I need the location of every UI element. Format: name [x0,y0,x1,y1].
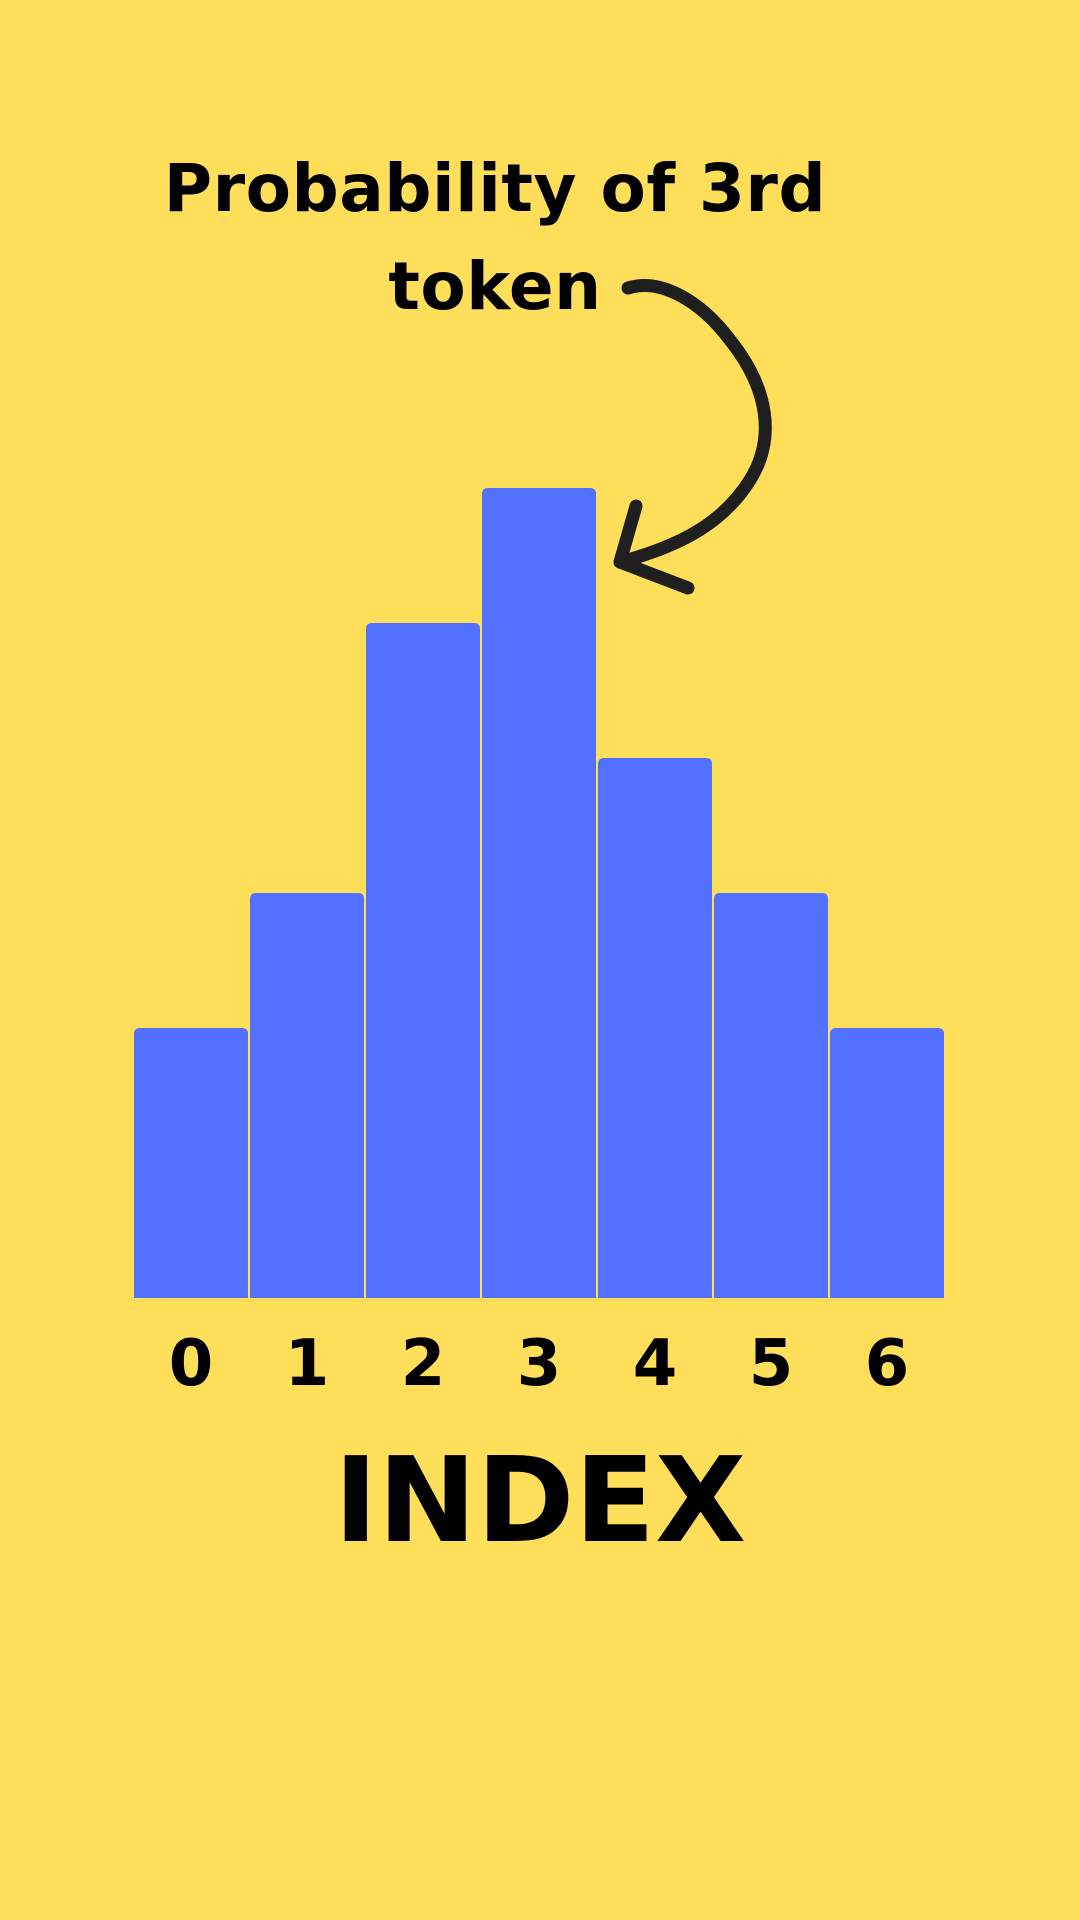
tick-label-1: 1 [285,1327,330,1401]
tick-label-3: 3 [517,1327,562,1401]
tick-label-2: 2 [401,1327,446,1401]
x-axis-label: INDEX [333,1431,747,1569]
tick-label-5: 5 [749,1327,794,1401]
bar-6 [830,1028,944,1298]
bar-3 [482,488,596,1298]
tick-label-0: 0 [169,1327,214,1401]
bar-2 [366,623,480,1298]
bar-0 [134,1028,248,1298]
bars-group [134,488,944,1298]
tick-label-4: 4 [633,1327,678,1401]
bar-1 [250,893,364,1298]
annotation-text: Probability of 3rd token [163,150,827,325]
curved-arrow-icon [613,279,772,595]
bar-4 [598,758,712,1298]
tick-label-6: 6 [865,1327,910,1401]
bar-5 [714,893,828,1298]
